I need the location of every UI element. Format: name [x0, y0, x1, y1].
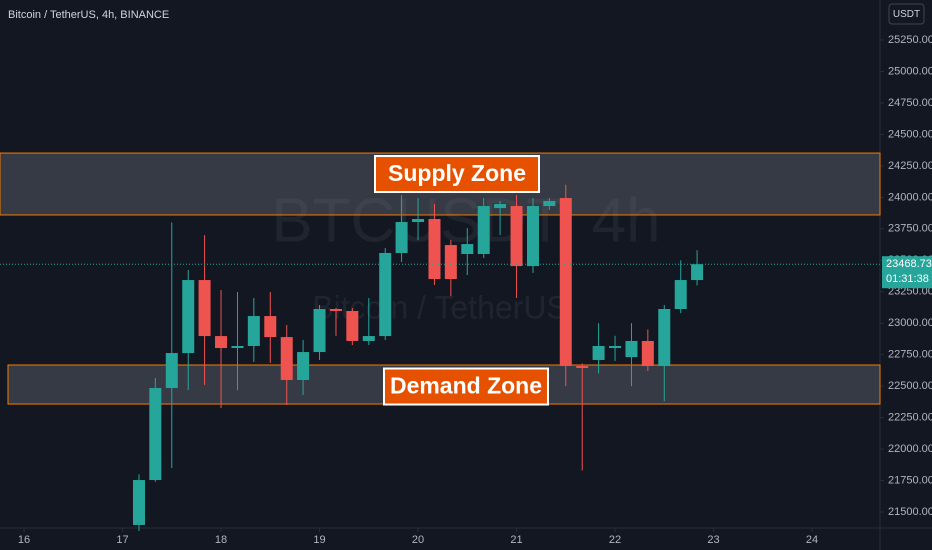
watermark: BTCUSDT, 4h: [271, 186, 660, 255]
candle-body: [444, 245, 457, 280]
candle-body: [297, 352, 310, 380]
last-price-label: 23468.73: [886, 258, 932, 270]
zone-label: Demand Zone: [390, 373, 542, 399]
countdown-label: 01:31:38: [886, 273, 929, 285]
candle-body: [165, 353, 178, 389]
candle-body: [576, 366, 589, 369]
y-tick-label: 22750.00: [888, 349, 932, 361]
y-tick-label: 23750.00: [888, 223, 932, 235]
candle-body: [182, 280, 195, 354]
candle-body: [658, 308, 671, 367]
candle-body: [559, 197, 572, 367]
candle-body: [428, 219, 441, 280]
candle-body: [477, 206, 490, 254]
zone-label: Supply Zone: [388, 160, 526, 186]
last-price-badge: [882, 256, 932, 289]
candle-body: [526, 206, 539, 267]
x-tick-label: 19: [313, 534, 325, 546]
x-tick-label: 22: [609, 534, 621, 546]
y-tick-label: 25000.00: [888, 65, 932, 77]
candle-body: [149, 388, 162, 481]
candle-body: [412, 219, 425, 223]
candle-body: [362, 336, 375, 341]
y-tick-label: 22250.00: [888, 412, 932, 424]
candle-body: [247, 316, 260, 347]
x-tick-label: 24: [806, 534, 818, 546]
chart-title: Bitcoin / TetherUS, 4h, BINANCE: [8, 9, 169, 21]
x-tick-label: 21: [510, 534, 522, 546]
y-tick-label: 22000.00: [888, 443, 932, 455]
y-tick-label: 22500.00: [888, 380, 932, 392]
candle-body: [215, 336, 228, 349]
currency-label: USDT: [893, 9, 920, 20]
candle-body: [280, 337, 293, 380]
y-tick-label: 21500.00: [888, 506, 932, 518]
candle-body: [379, 252, 392, 337]
y-tick-label: 24000.00: [888, 191, 932, 203]
candle-body: [395, 222, 408, 253]
x-tick-label: 23: [707, 534, 719, 546]
candle-body: [609, 346, 622, 349]
candle-body: [510, 206, 523, 267]
candle-body: [625, 340, 638, 358]
x-tick-label: 18: [215, 534, 227, 546]
y-tick-label: 24750.00: [888, 97, 932, 109]
x-tick-label: 20: [412, 534, 424, 546]
y-tick-label: 23000.00: [888, 317, 932, 329]
candle-body: [494, 204, 507, 209]
y-tick-label: 24500.00: [888, 128, 932, 140]
candle-body: [132, 480, 145, 525]
x-tick-label: 16: [18, 534, 30, 546]
y-tick-label: 23250.00: [888, 286, 932, 298]
candle-body: [329, 308, 342, 312]
y-tick-label: 21750.00: [888, 474, 932, 486]
y-tick-label: 25250.00: [888, 34, 932, 46]
candle-body: [264, 316, 277, 338]
candle-body: [592, 346, 605, 360]
zone-label-box: [383, 367, 549, 406]
candle-body: [641, 340, 654, 367]
zone-label-box: [374, 155, 540, 194]
candle-body: [231, 346, 244, 349]
candle-body: [674, 280, 687, 309]
candle-body: [346, 311, 359, 341]
x-tick-label: 17: [116, 534, 128, 546]
candle-body: [198, 280, 211, 337]
currency-badge[interactable]: [888, 3, 925, 25]
candle-body: [543, 201, 556, 207]
y-tick-label: 24250.00: [888, 160, 932, 172]
candle-body: [691, 264, 704, 281]
candle-body: [313, 308, 326, 353]
candle-body: [461, 244, 474, 254]
